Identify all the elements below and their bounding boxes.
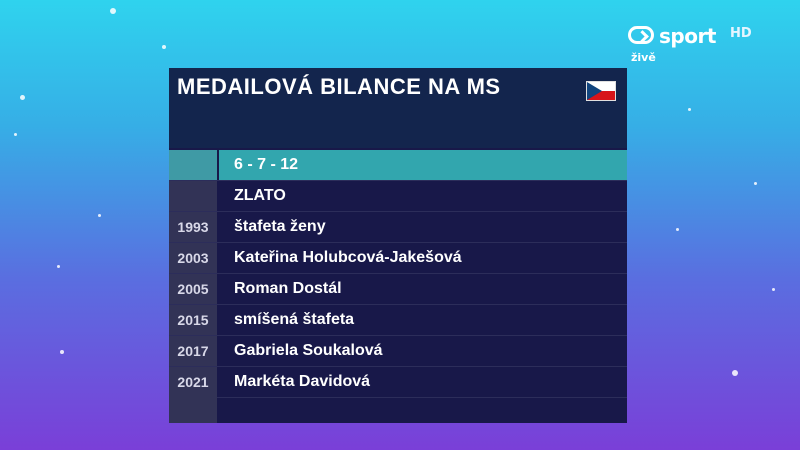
panel-title: MEDAILOVÁ BILANCE NA MS	[177, 74, 501, 99]
year-cell: 2021	[169, 367, 217, 397]
snowflake	[14, 133, 17, 136]
snowflake	[772, 288, 775, 291]
year-cell: 2003	[169, 243, 217, 273]
snowflake	[754, 182, 757, 185]
year-cell: 2015	[169, 305, 217, 335]
medal-category: ZLATO	[219, 181, 627, 211]
year-cell: 2017	[169, 336, 217, 366]
hd-badge: HD	[730, 26, 752, 41]
medal-count-row: 6 - 7 - 12	[169, 150, 627, 181]
czech-flag-icon	[586, 81, 616, 101]
snowflake	[98, 214, 101, 217]
year-cell	[169, 181, 217, 211]
winner-name: Roman Dostál	[219, 274, 627, 304]
snowflake	[732, 370, 738, 376]
table-row: 2003 Kateřina Holubcová-Jakešová	[169, 243, 627, 274]
live-label: živě	[631, 51, 656, 64]
year-column-fill	[169, 396, 217, 423]
channel-name: sport	[659, 24, 716, 48]
snowflake	[20, 95, 25, 100]
snowflake	[162, 45, 166, 49]
panel-header: MEDAILOVÁ BILANCE NA MS	[169, 68, 627, 148]
medal-table-panel: MEDAILOVÁ BILANCE NA MS 6 - 7 - 12 ZLATO…	[169, 68, 627, 423]
table-row: 2017 Gabriela Soukalová	[169, 336, 627, 367]
winner-name: Markéta Davidová	[219, 367, 627, 397]
year-cell: 2005	[169, 274, 217, 304]
year-cell: 1993	[169, 212, 217, 242]
snowflake	[688, 108, 691, 111]
table-row: 2021 Markéta Davidová	[169, 367, 627, 398]
medal-count: 6 - 7 - 12	[219, 150, 627, 180]
winner-name: Gabriela Soukalová	[219, 336, 627, 366]
winner-name: štafeta ženy	[219, 212, 627, 242]
category-row: ZLATO	[169, 181, 627, 212]
winner-name: Kateřina Holubcová-Jakešová	[219, 243, 627, 273]
ct-logo-icon	[628, 26, 654, 44]
table-row: 2015 smíšená štafeta	[169, 305, 627, 336]
snowflake	[676, 228, 679, 231]
snowflake	[57, 265, 60, 268]
snowflake	[110, 8, 116, 14]
snowflake	[60, 350, 64, 354]
table-row: 1993 štafeta ženy	[169, 212, 627, 243]
winner-name: smíšená štafeta	[219, 305, 627, 335]
table-row: 2005 Roman Dostál	[169, 274, 627, 305]
year-cell	[169, 150, 217, 180]
